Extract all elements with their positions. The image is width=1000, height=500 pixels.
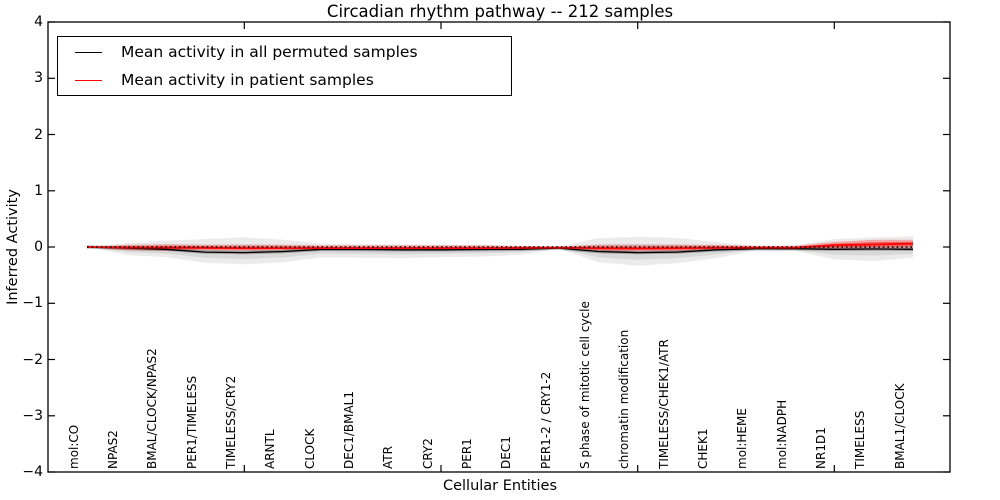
- y-tick-label: 0: [34, 239, 43, 255]
- x-category-label: PER1/TIMELESS: [184, 375, 199, 469]
- legend-label-permuted: Mean activity in all permuted samples: [121, 43, 418, 61]
- x-category-label: NR1D1: [813, 427, 828, 469]
- permuted-samples-range-band: [87, 236, 913, 266]
- y-tick-label: 2: [34, 126, 43, 143]
- y-tick-label: −4: [22, 464, 43, 480]
- legend-line-sample-black: [75, 51, 102, 53]
- chart-title: Circadian rhythm pathway -- 212 samples: [326, 2, 674, 21]
- y-tick-label: 3: [34, 70, 43, 87]
- x-category-label: ATR: [381, 446, 396, 469]
- x-axis-label: Cellular Entities: [442, 478, 558, 494]
- legend: Mean activity in all permuted samples Me…: [57, 36, 512, 96]
- x-category-label: BMAL1/CLOCK: [892, 383, 907, 470]
- x-category-label: ARNTL: [263, 429, 278, 469]
- x-category-label: NPAS2: [105, 430, 120, 469]
- x-category-label: CRY2: [420, 438, 435, 469]
- x-category-label: CHEK1: [695, 428, 710, 470]
- legend-line-sample-red: [75, 79, 102, 81]
- x-category-label: mol:NADPH: [774, 399, 789, 469]
- y-tick-label: −1: [22, 295, 43, 312]
- y-tick-label: −2: [22, 351, 43, 368]
- x-category-label: TIMELESS/CHEK1/ATR: [656, 339, 671, 469]
- x-category-label: TIMELESS/CRY2: [223, 375, 238, 469]
- y-tick-label: 1: [34, 182, 43, 199]
- x-category-label: DEC1/BMAL1: [341, 391, 356, 469]
- y-tick-label: −3: [22, 407, 43, 424]
- x-category-label: mol:CO: [66, 424, 81, 469]
- x-category-label: chromatin modification: [617, 329, 632, 469]
- x-category-label: CLOCK: [302, 428, 317, 469]
- series-line-1: [86, 242, 914, 250]
- x-category-label: mol:HEME: [735, 408, 750, 469]
- x-category-label: TIMELESS: [853, 410, 868, 469]
- x-category-label: PER1-2 / CRY1-2: [538, 371, 553, 469]
- x-category-label: S phase of mitotic cell cycle: [577, 301, 592, 469]
- permuted-samples-range-inner-band: [87, 242, 913, 260]
- legend-label-patient: Mean activity in patient samples: [121, 71, 374, 89]
- x-category-label: BMAL/CLOCK/NPAS2: [145, 348, 160, 469]
- legend-item-patient: Mean activity in patient samples: [58, 66, 511, 94]
- series-line-0: [86, 246, 914, 254]
- legend-item-permuted: Mean activity in all permuted samples: [58, 38, 511, 66]
- x-category-label: PER1: [459, 438, 474, 469]
- x-category-label: DEC1: [499, 436, 514, 469]
- y-tick-label: 4: [34, 14, 43, 30]
